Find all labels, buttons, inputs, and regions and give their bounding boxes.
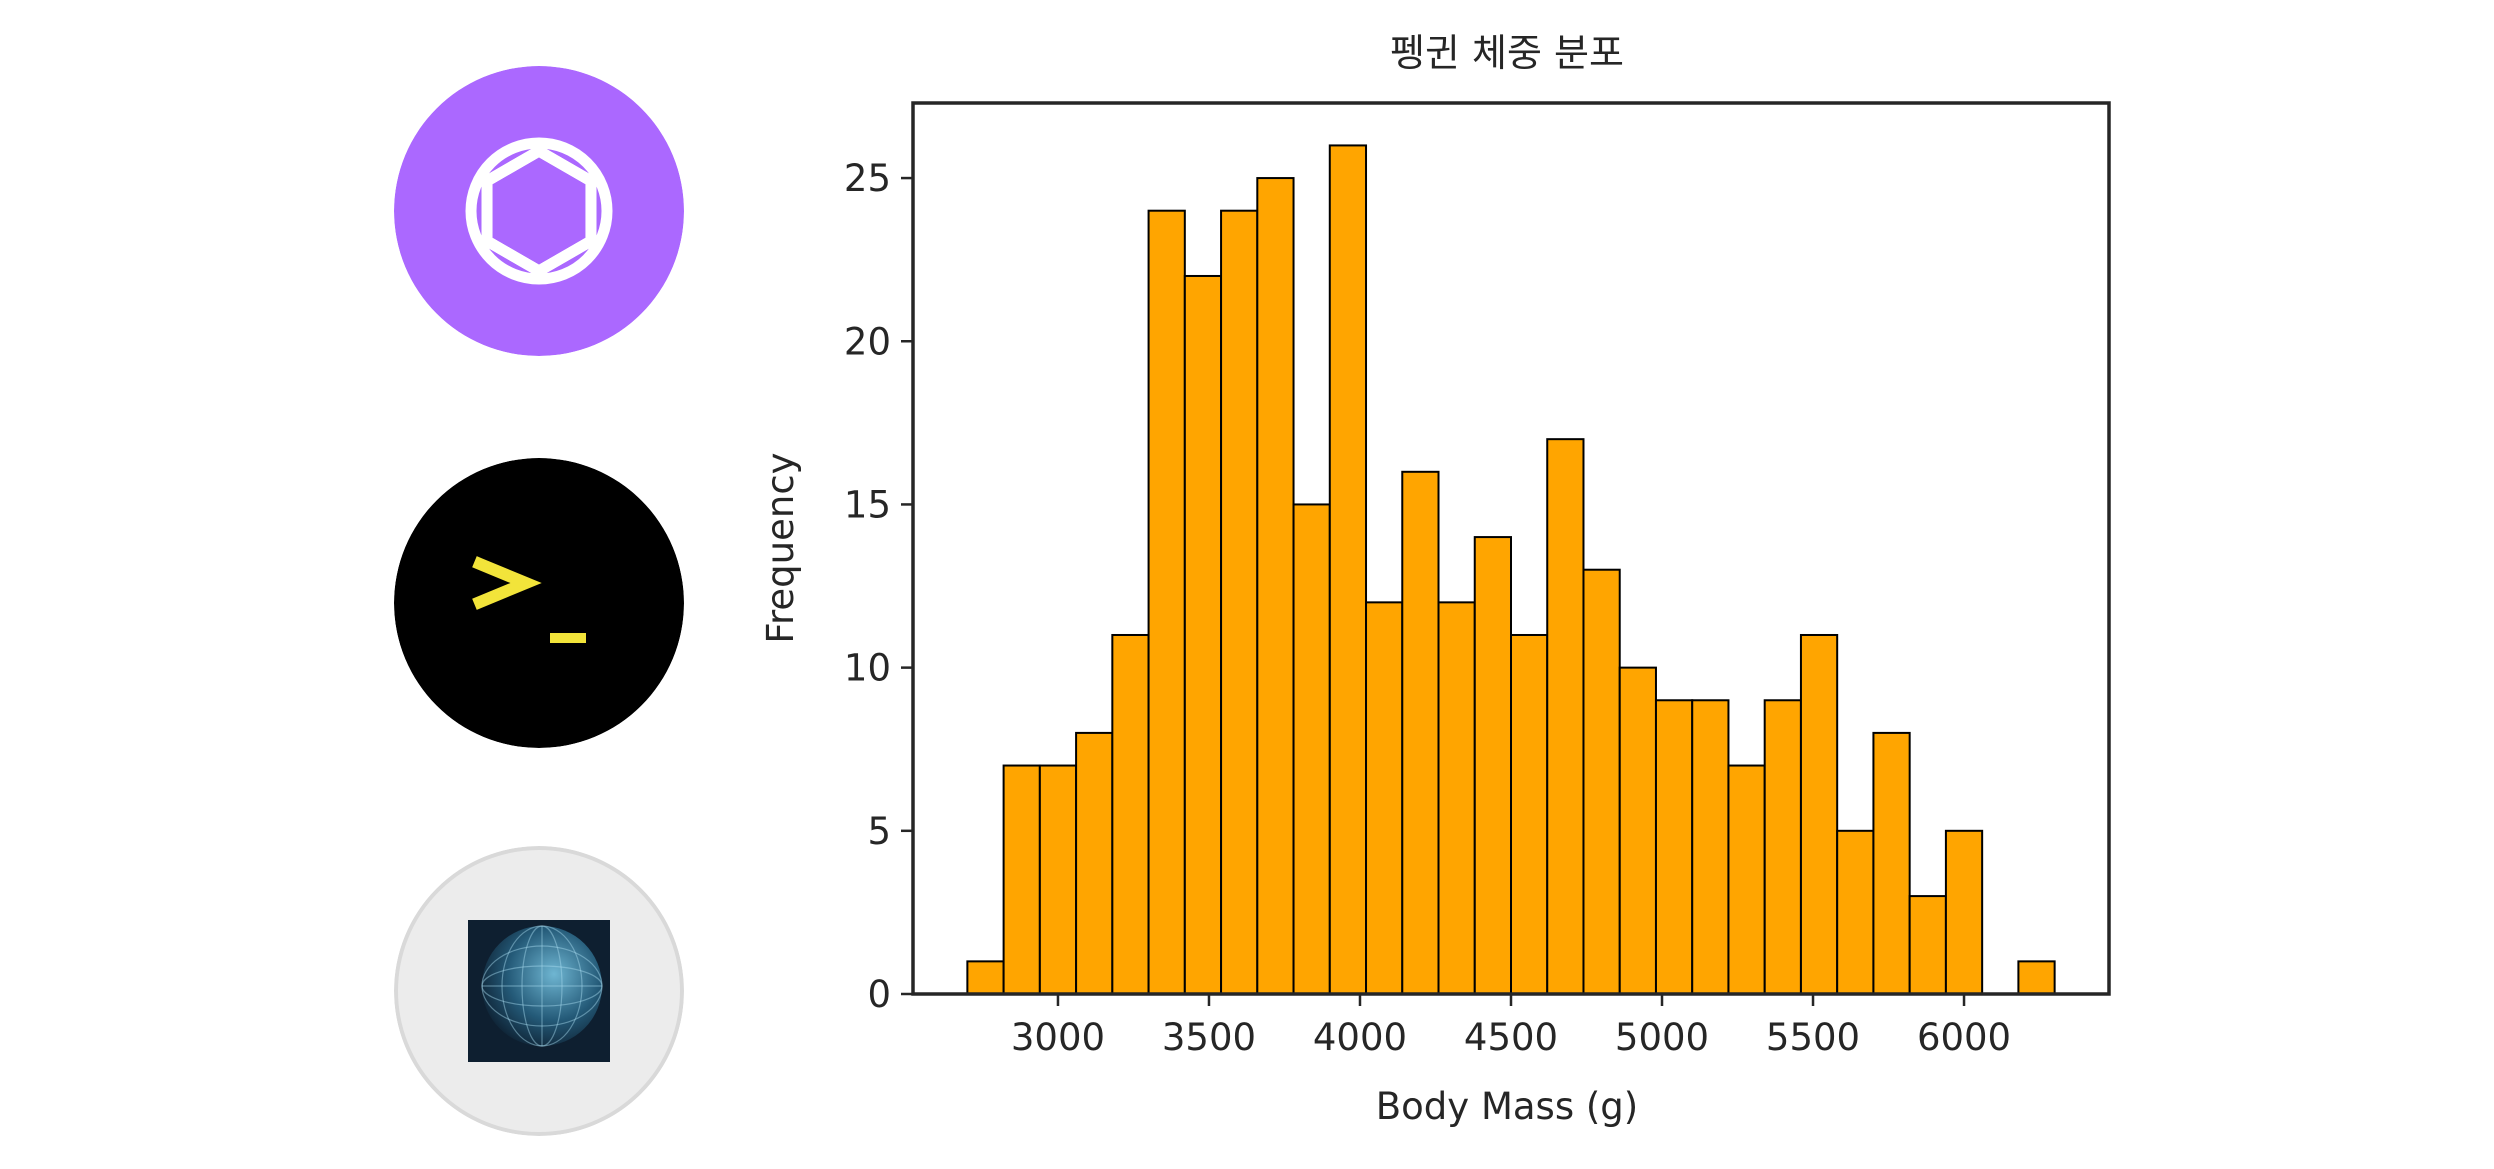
y-tick-label: 20 <box>844 320 891 363</box>
histogram-bar <box>1183 274 1223 995</box>
x-tick-label: 3500 <box>1162 1016 1256 1059</box>
histogram-bar <box>1582 568 1621 995</box>
x-tick-label: 5500 <box>1766 1016 1860 1059</box>
y-axis-label: Frequency <box>759 452 802 643</box>
histogram-bar <box>1147 209 1186 995</box>
histogram-bar <box>1437 601 1476 995</box>
histogram-bar <box>1618 666 1657 996</box>
y-tick-label: 5 <box>867 810 891 853</box>
terminal-avatar[interactable] <box>394 458 684 748</box>
histogram-bar <box>1510 633 1549 995</box>
x-tick-label: 3000 <box>1011 1016 1105 1059</box>
histogram-bar <box>966 960 1005 995</box>
histogram-bar <box>2017 960 2056 995</box>
y-tick-label: 10 <box>844 647 891 690</box>
y-tick-label: 25 <box>844 157 891 200</box>
y-tick-label: 0 <box>867 973 891 1016</box>
chart-title: 펭귄 체중 분포 <box>1390 31 1624 75</box>
histogram-bar <box>1473 536 1512 995</box>
x-axis-label: Body Mass (g) <box>1376 1085 1638 1128</box>
x-tick-label: 4000 <box>1313 1016 1407 1059</box>
x-tick-label: 6000 <box>1917 1016 2011 1059</box>
histogram-bar <box>1256 177 1295 996</box>
histogram-bar <box>1220 209 1259 995</box>
histogram-bar <box>1075 731 1114 996</box>
histogram-bar <box>1799 633 1839 995</box>
histogram-bar <box>1836 829 1875 995</box>
histogram-bar <box>1401 470 1440 995</box>
histogram-bar <box>1328 144 1368 995</box>
y-tick-label: 15 <box>844 483 891 526</box>
x-axis-ticks: 3000 3500 4000 4500 5000 5500 6000 <box>1011 994 2011 1059</box>
openai-avatar[interactable] <box>394 66 684 356</box>
globe-network-icon <box>394 846 684 1136</box>
histogram-bar <box>1292 503 1331 995</box>
histogram-bars <box>966 144 2056 996</box>
globe-avatar[interactable] <box>394 846 684 1136</box>
openai-logo-icon <box>394 66 684 356</box>
histogram-bar <box>1944 829 1984 995</box>
histogram-bar <box>1546 438 1585 995</box>
histogram-bar <box>1002 764 1041 995</box>
histogram-bar <box>1691 699 1730 995</box>
x-tick-label: 5000 <box>1615 1016 1709 1059</box>
histogram-bar <box>1111 633 1150 995</box>
x-tick-label: 4500 <box>1464 1016 1558 1059</box>
histogram-bar <box>1365 601 1404 995</box>
histogram-bar <box>1654 699 1694 995</box>
histogram-bar <box>1872 731 1911 996</box>
y-axis-ticks: 0 5 10 15 20 25 <box>844 157 913 1016</box>
histogram-bar <box>1038 764 1078 995</box>
terminal-prompt-icon <box>394 458 684 748</box>
plot-frame <box>911 101 2111 996</box>
histogram-bar <box>1763 699 1802 995</box>
histogram-bar <box>1908 895 1947 995</box>
histogram-bar <box>1727 764 1766 995</box>
